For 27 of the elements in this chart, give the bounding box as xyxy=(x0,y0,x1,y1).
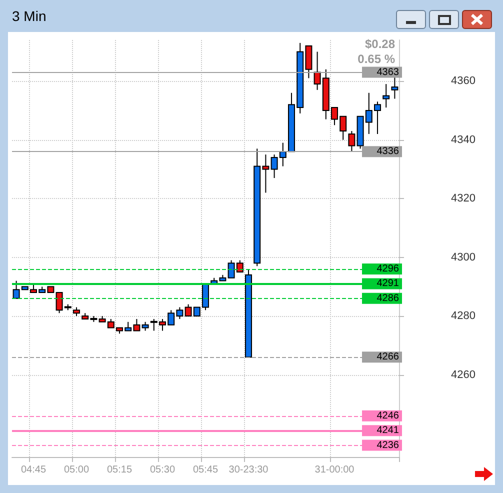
annotation: $0.28 xyxy=(364,37,396,51)
y-tick-label: 4260 xyxy=(451,368,476,381)
x-tick-label: 31-00:00 xyxy=(314,464,355,476)
x-tick-label: 04:45 xyxy=(20,464,46,476)
x-tick-label: 30-23:30 xyxy=(228,464,269,476)
ref-line-label: 4241 xyxy=(376,425,400,436)
ref-line-label: 4291 xyxy=(376,278,400,290)
annotation: 0.65 % xyxy=(358,52,396,66)
ref-line-label: 4363 xyxy=(376,66,400,78)
ref-line-label: 4266 xyxy=(376,352,400,363)
y-tick-label: 4300 xyxy=(451,251,476,264)
x-tick-label: 05:30 xyxy=(150,464,176,476)
ref-line-label: 4286 xyxy=(376,292,400,304)
y-tick-label: 4280 xyxy=(451,310,476,322)
y-tick-label: 4340 xyxy=(451,134,476,146)
ref-line-label: 4236 xyxy=(376,440,400,451)
x-tick-label: 05:15 xyxy=(106,464,132,476)
chart-title: 3 Min xyxy=(12,8,46,24)
candlestick xyxy=(382,84,390,108)
y-tick-label: 4360 xyxy=(451,75,476,88)
y-tick-label: 4320 xyxy=(451,192,476,205)
x-tick-label: 05:45 xyxy=(192,464,218,476)
candlestick xyxy=(348,130,356,152)
ref-line-label: 4296 xyxy=(376,264,400,275)
ref-line-label: 4246 xyxy=(376,410,400,422)
x-tick-label: 05:00 xyxy=(64,464,90,476)
ref-line-label: 4336 xyxy=(376,146,400,158)
